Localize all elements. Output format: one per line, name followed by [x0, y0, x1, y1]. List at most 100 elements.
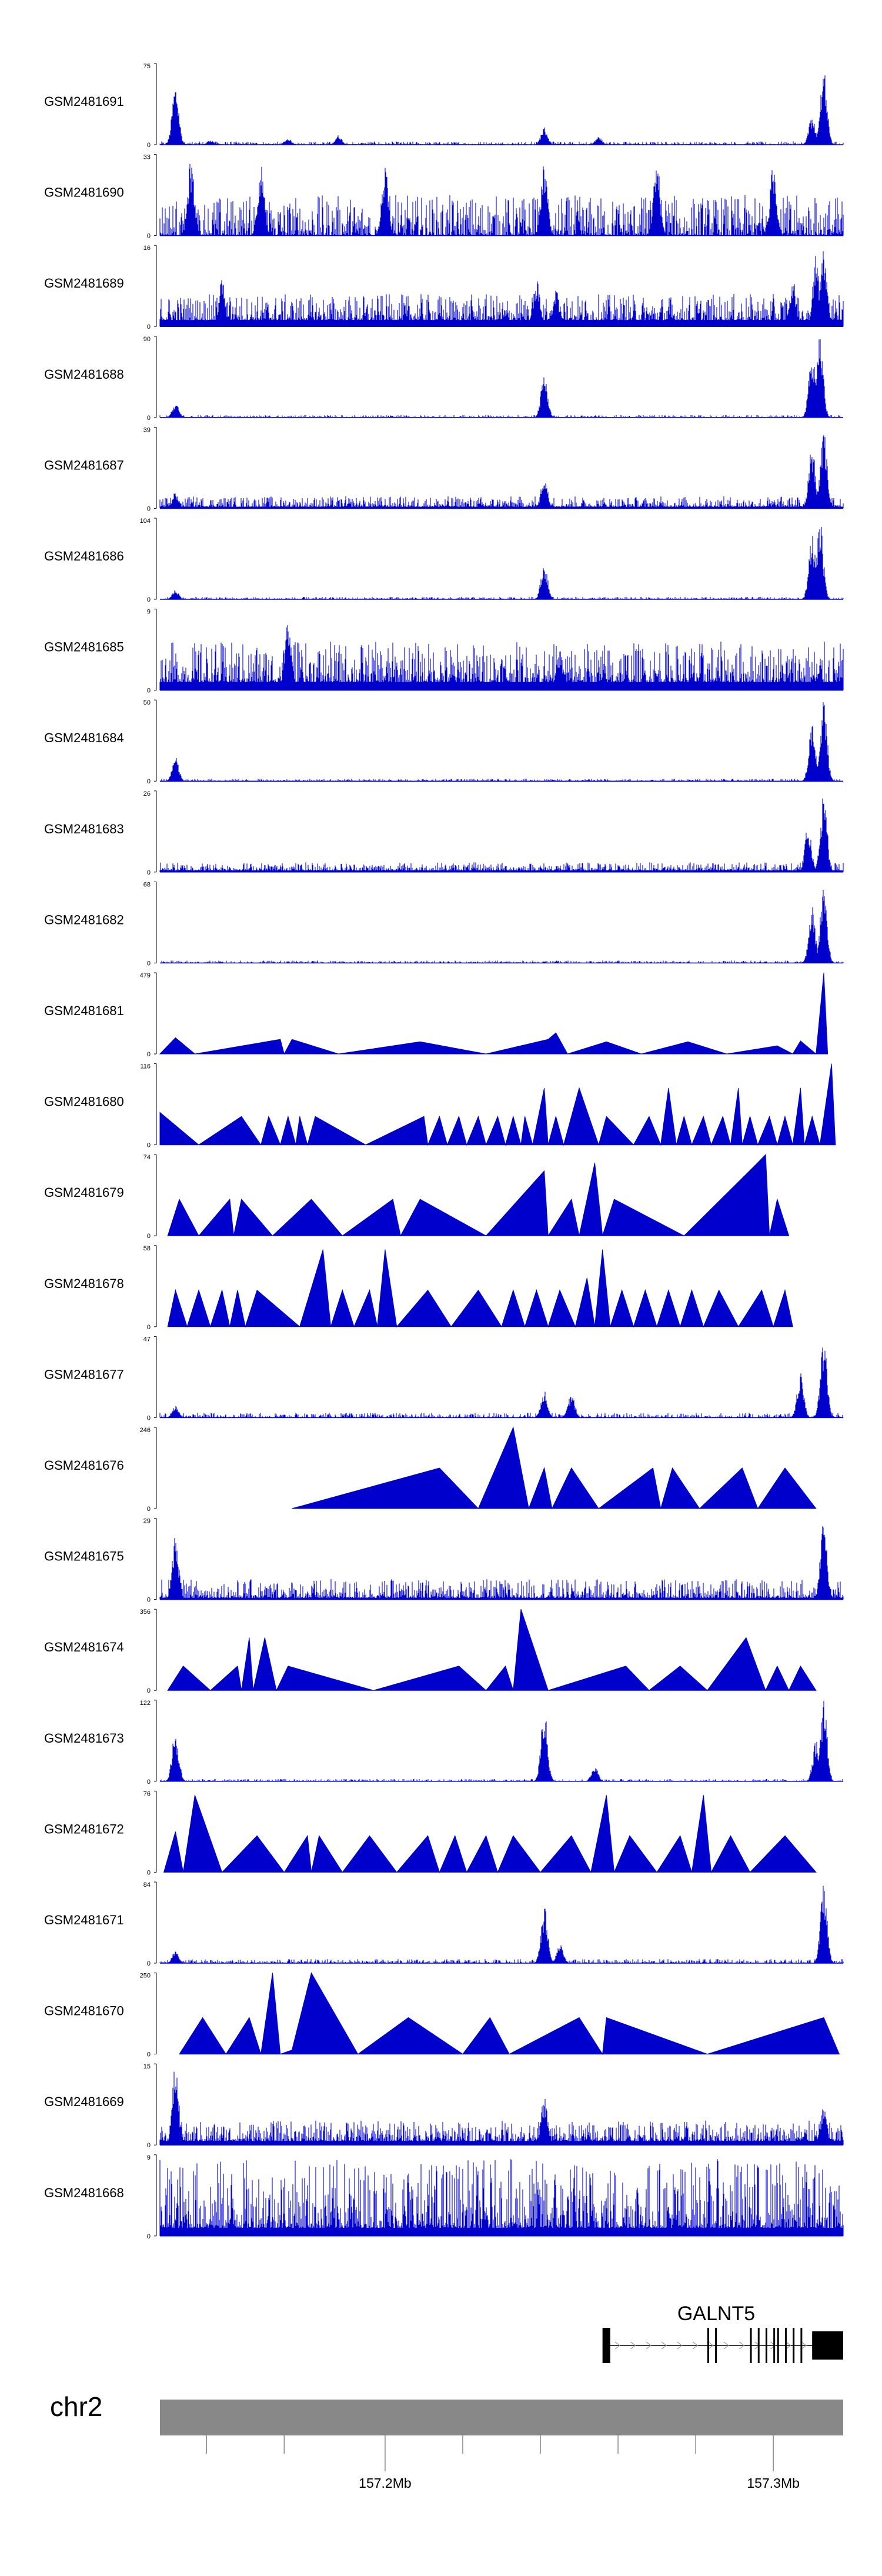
- track-label: GSM2481690: [44, 185, 124, 200]
- track-ymax-label: 33: [143, 154, 151, 161]
- track-GSM2481680: GSM2481680 116 0: [44, 1063, 836, 1149]
- track-ymin-label: 0: [147, 1506, 151, 1513]
- track-ymax-label: 39: [143, 426, 151, 433]
- gene-exon-block: [765, 2328, 767, 2363]
- track-GSM2481674: GSM2481674 356 0: [44, 1609, 817, 1694]
- gene-utr5-block: [602, 2328, 610, 2363]
- gene-exon-block: [750, 2328, 752, 2363]
- gene-utr3-block: [812, 2331, 843, 2360]
- track-ymin-label: 0: [147, 869, 151, 876]
- signal-bars: [161, 890, 844, 963]
- strand-arrow-icon: [692, 2341, 699, 2350]
- track-ymin-label: 0: [147, 1142, 151, 1149]
- track-ymax-label: 250: [140, 1973, 151, 1980]
- track-ymax-label: 58: [143, 1245, 151, 1252]
- track-ymin-label: 0: [147, 323, 151, 331]
- signal-bars: [159, 2159, 844, 2236]
- signal-area: [159, 1063, 836, 1146]
- track-ymin-label: 0: [147, 1324, 151, 1331]
- strand-arrow-icon: [801, 2341, 807, 2350]
- gene-name-label: GALNT5: [677, 2303, 755, 2325]
- track-label: GSM2481679: [44, 1185, 124, 1200]
- track-ymin-label: 0: [147, 1687, 151, 1694]
- track-label: GSM2481687: [44, 458, 124, 472]
- track-ymax-label: 68: [143, 881, 151, 888]
- strand-arrow-icon: [723, 2341, 729, 2350]
- gene-exon-block: [800, 2328, 803, 2363]
- strand-arrow-icon: [708, 2341, 714, 2350]
- track-GSM2481685: GSM2481685 9 0: [44, 609, 844, 695]
- track-GSM2481679: GSM2481679 74 0: [44, 1154, 790, 1240]
- signal-bars: [159, 702, 843, 782]
- track-ymin-label: 0: [147, 2142, 151, 2149]
- track-ymin-label: 0: [147, 415, 151, 422]
- track-label: GSM2481682: [44, 912, 124, 927]
- axis-tick-label: 157.2Mb: [359, 2475, 412, 2491]
- signal-area: [292, 1426, 817, 1510]
- track-label: GSM2481685: [44, 640, 124, 655]
- track-ymin-label: 0: [147, 2233, 151, 2240]
- signal-bars: [159, 75, 844, 145]
- track-label: GSM2481683: [44, 822, 124, 836]
- track-label: GSM2481672: [44, 1821, 124, 1836]
- track-ymin-label: 0: [147, 596, 151, 603]
- track-label: GSM2481668: [44, 2185, 124, 2200]
- track-ymax-label: 246: [140, 1427, 151, 1434]
- track-GSM2481669: GSM2481669 15 0: [44, 2063, 844, 2149]
- track-ymax-label: 116: [140, 1063, 151, 1070]
- track-ymin-label: 0: [147, 1233, 151, 1240]
- track-label: GSM2481677: [44, 1367, 124, 1382]
- track-ymax-label: 479: [140, 972, 151, 979]
- track-ymin-label: 0: [147, 1414, 151, 1422]
- track-GSM2481690: GSM2481690 33 0: [44, 154, 844, 240]
- strand-arrow-icon: [786, 2341, 791, 2350]
- track-ymin-label: 0: [147, 2051, 151, 2058]
- gene-exon-block: [784, 2328, 787, 2363]
- signal-area: [167, 1154, 790, 1237]
- strand-arrow-icon: [739, 2341, 745, 2350]
- signal-area: [159, 972, 828, 1055]
- track-label: GSM2481669: [44, 2094, 124, 2109]
- strand-arrow-icon: [661, 2341, 667, 2350]
- signal-bars: [161, 527, 844, 599]
- track-ymax-label: 75: [143, 63, 151, 70]
- signal-bars: [160, 1701, 843, 1781]
- track-ymax-label: 104: [140, 518, 151, 525]
- track-label: GSM2481681: [44, 1003, 124, 1018]
- track-label: GSM2481675: [44, 1549, 124, 1564]
- strand-arrow-icon: [630, 2341, 636, 2350]
- track-label: GSM2481678: [44, 1276, 124, 1291]
- track-ymin-label: 0: [147, 1960, 151, 1967]
- track-GSM2481672: GSM2481672 76 0: [44, 1790, 817, 1876]
- chromosome-label: chr2: [50, 2391, 102, 2422]
- track-label: GSM2481676: [44, 1458, 124, 1473]
- gene-track: GALNT5: [602, 2303, 843, 2363]
- track-ymax-label: 122: [140, 1700, 151, 1707]
- gene-exon-block: [793, 2328, 795, 2363]
- track-label: GSM2481674: [44, 1640, 124, 1654]
- track-ymax-label: 9: [147, 609, 151, 616]
- track-label: GSM2481689: [44, 276, 124, 291]
- gene-exon-block: [715, 2328, 717, 2363]
- signal-bars: [159, 435, 844, 509]
- track-ymin-label: 0: [147, 142, 151, 149]
- signal-tracks: GSM2481691750GSM2481690330GSM2481689160G…: [44, 63, 844, 2240]
- track-GSM2481687: GSM2481687 39 0: [44, 426, 844, 512]
- track-ymax-label: 47: [143, 1336, 151, 1343]
- track-label: GSM2481670: [44, 2004, 124, 2018]
- track-GSM2481676: GSM2481676 246 0: [44, 1426, 817, 1513]
- track-GSM2481668: GSM2481668 9 0: [44, 2154, 844, 2240]
- signal-bars: [159, 1526, 844, 1600]
- track-GSM2481688: GSM2481688 90 0: [44, 336, 843, 422]
- track-ymin-label: 0: [147, 778, 151, 785]
- track-ymax-label: 84: [143, 1881, 151, 1888]
- track-ymax-label: 50: [143, 699, 151, 706]
- track-ymin-label: 0: [147, 960, 151, 967]
- chromosome-ideogram: chr2 157.2Mb 157.3Mb: [50, 2391, 843, 2491]
- track-ymin-label: 0: [147, 505, 151, 512]
- signal-bars: [159, 251, 844, 327]
- signal-bars: [159, 2071, 844, 2145]
- signal-area: [163, 1795, 817, 1874]
- strand-arrow-icon: [677, 2341, 683, 2350]
- gene-exon-block: [777, 2328, 779, 2363]
